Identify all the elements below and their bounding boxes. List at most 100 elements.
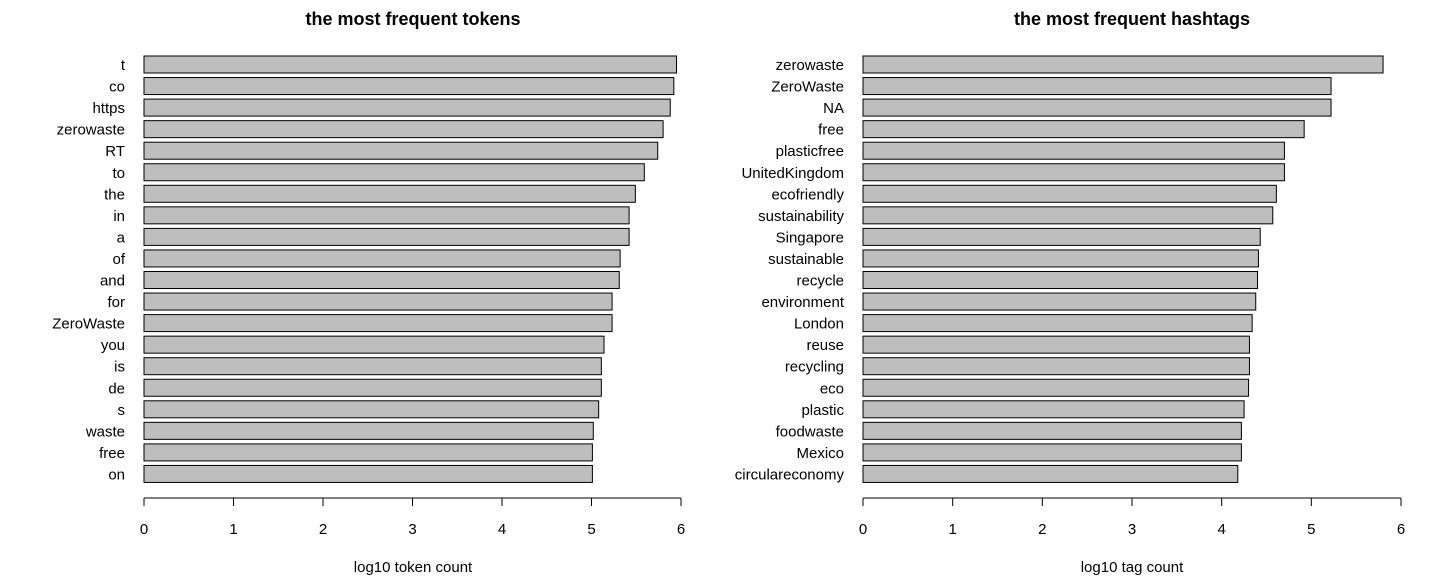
hashtags-category-label: Singapore	[776, 229, 844, 246]
hashtags-category-label: ZeroWaste	[771, 79, 844, 96]
tokens-category-label: s	[118, 402, 126, 419]
tokens-category-label: co	[109, 79, 125, 96]
hashtags-category-label: recycle	[796, 273, 844, 290]
hashtags-x-tick-label: 5	[1307, 521, 1315, 538]
tokens-x-tick-label: 2	[319, 521, 327, 538]
tokens-bar-rt	[143, 141, 659, 160]
hashtags-category-label: ecofriendly	[771, 186, 844, 203]
tokens-category-label: for	[107, 294, 125, 311]
tokens-bar-de	[143, 378, 602, 397]
tokens-category-label: of	[112, 251, 125, 268]
hashtags-bar-plasticfree	[862, 141, 1285, 160]
hashtags-category-label: free	[818, 122, 844, 139]
hashtags-category-label: circulareconomy	[735, 466, 845, 483]
tokens-bar-to	[143, 163, 645, 182]
hashtags-bar-london	[862, 314, 1253, 333]
tokens-category-label: RT	[105, 143, 125, 160]
hashtags-category-label: environment	[761, 294, 844, 311]
hashtags-x-tick-label: 1	[948, 521, 956, 538]
hashtags-category-label: plastic	[801, 402, 844, 419]
tokens-category-label: t	[121, 57, 126, 74]
hashtags-category-label: NA	[823, 100, 844, 117]
hashtags-x-tick-label: 6	[1397, 521, 1405, 538]
hashtags-bar-recycle	[862, 271, 1259, 289]
hashtags-x-tick-label: 2	[1038, 521, 1046, 538]
tokens-bar-https	[143, 98, 671, 117]
hashtags-category-label: reuse	[806, 337, 844, 354]
hashtags-bar-singapore	[862, 227, 1261, 246]
tokens-bar-t	[143, 55, 678, 74]
hashtags-bar-circulareconomy	[862, 464, 1239, 483]
tokens-x-axis: 0 1 2 3 4 5 6	[140, 497, 685, 538]
hashtags-bar-sustainability	[862, 206, 1274, 225]
tokens-x-tick-label: 1	[229, 521, 237, 538]
tokens-category-label: and	[100, 273, 125, 290]
tokens-bar-zerowaste	[143, 314, 613, 333]
tokens-category-label: a	[117, 229, 126, 246]
tokens-bar-a	[143, 227, 630, 246]
tokens-bar-in	[143, 206, 630, 225]
tokens-chart-panel: the most frequent tokens log10 token cou…	[52, 9, 685, 576]
tokens-category-label: to	[112, 165, 125, 182]
hashtags-bar-zerowaste	[862, 77, 1332, 96]
hashtags-x-axis-label: log10 tag count	[1081, 559, 1184, 576]
hashtags-bar-eco	[862, 378, 1250, 397]
hashtags-x-tick-label: 4	[1217, 521, 1225, 538]
tokens-category-label: free	[99, 445, 125, 462]
tokens-bar-free	[143, 443, 593, 462]
tokens-bar-for	[143, 292, 613, 311]
tokens-bar-waste	[143, 421, 594, 440]
tokens-bars	[143, 55, 678, 483]
hashtags-category-label: recycling	[785, 359, 844, 376]
tokens-x-tick-label: 6	[677, 521, 685, 538]
tokens-category-label: on	[108, 466, 125, 483]
tokens-bar-co	[143, 77, 675, 96]
tokens-bar-s	[143, 400, 600, 419]
hashtags-category-label: sustainable	[768, 251, 844, 268]
hashtags-category-label: plasticfree	[776, 143, 844, 160]
hashtags-x-tick-label: 0	[859, 521, 867, 538]
tokens-category-label: zerowaste	[57, 122, 125, 139]
hashtags-category-label: sustainability	[758, 208, 844, 225]
hashtags-x-tick-label: 3	[1128, 521, 1136, 538]
tokens-category-label: is	[114, 359, 125, 376]
tokens-x-axis-label: log10 token count	[354, 559, 473, 576]
hashtags-bar-unitedkingdom	[862, 163, 1285, 182]
hashtags-bars	[862, 55, 1384, 483]
hashtags-bar-free	[862, 120, 1305, 139]
hashtags-bar-environment	[862, 292, 1257, 311]
hashtags-category-label: Mexico	[796, 445, 844, 462]
hashtags-bar-na	[862, 98, 1332, 117]
tokens-category-label: waste	[85, 423, 125, 440]
tokens-x-tick-label: 3	[408, 521, 416, 538]
hashtags-bar-mexico	[862, 443, 1242, 462]
tokens-x-tick-label: 0	[140, 521, 148, 538]
tokens-category-label: in	[113, 208, 125, 225]
hashtags-bar-zerowaste	[862, 55, 1384, 74]
hashtags-category-label: eco	[820, 380, 844, 397]
tokens-bar-zerowaste	[143, 120, 664, 139]
hashtags-category-label: UnitedKingdom	[741, 165, 844, 182]
hashtags-chart-panel: the most frequent hashtags log10 tag cou…	[735, 9, 1405, 576]
hashtags-chart-title: the most frequent hashtags	[1014, 9, 1250, 29]
tokens-category-label: de	[108, 380, 125, 397]
hashtags-bar-plastic	[862, 400, 1245, 419]
hashtags-bar-foodwaste	[862, 421, 1242, 440]
tokens-bar-you	[143, 335, 605, 354]
hashtags-bar-ecofriendly	[862, 184, 1277, 203]
hashtags-bar-reuse	[862, 335, 1250, 354]
hashtags-category-labels: zerowaste ZeroWaste NA free plasticfree Unite…	[735, 57, 845, 483]
tokens-bar-of	[143, 249, 621, 268]
tokens-bar-is	[143, 357, 602, 376]
tokens-category-label: the	[104, 186, 125, 203]
hashtags-category-label: zerowaste	[776, 57, 844, 74]
hashtags-category-label: foodwaste	[776, 423, 844, 440]
hashtags-category-label: London	[794, 316, 844, 333]
tokens-chart-title: the most frequent tokens	[305, 9, 520, 29]
tokens-category-label: https	[92, 100, 125, 117]
tokens-bar-on	[143, 464, 593, 483]
tokens-x-tick-label: 4	[498, 521, 506, 538]
hashtags-x-axis: 0 1 2 3 4 5 6	[859, 497, 1405, 538]
tokens-bar-the	[143, 184, 636, 203]
